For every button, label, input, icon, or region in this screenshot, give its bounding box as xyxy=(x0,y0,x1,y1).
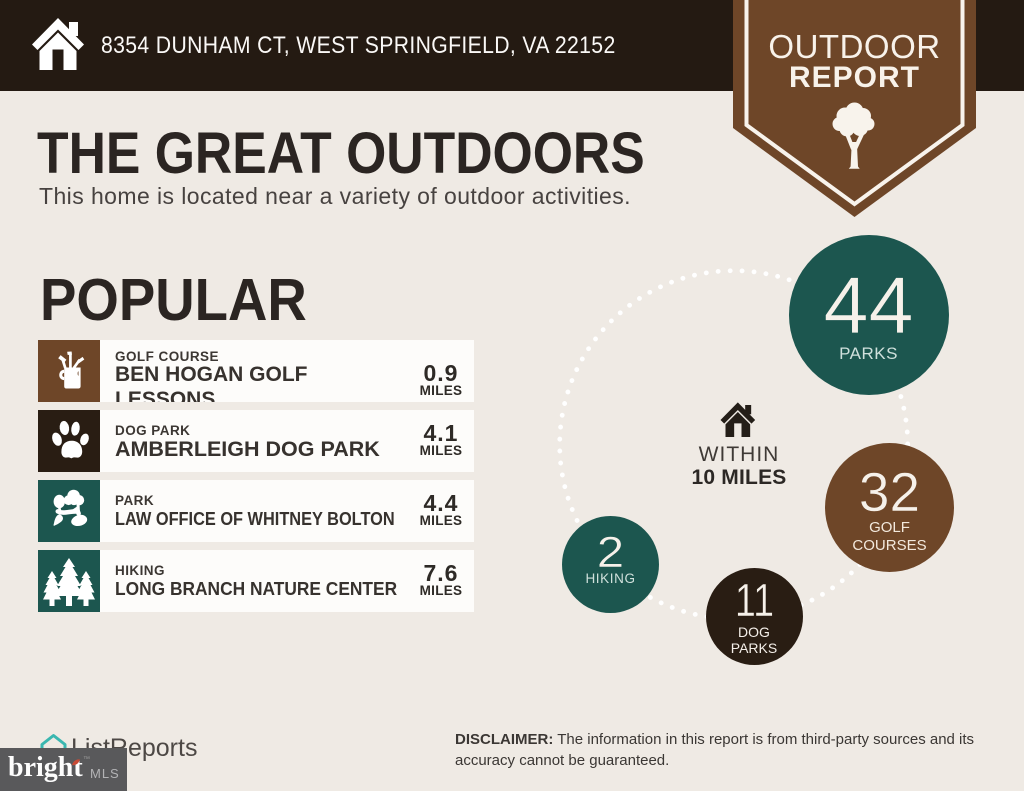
svg-text:REPORT: REPORT xyxy=(789,61,920,94)
svg-text:OUTDOOR: OUTDOOR xyxy=(768,28,940,65)
